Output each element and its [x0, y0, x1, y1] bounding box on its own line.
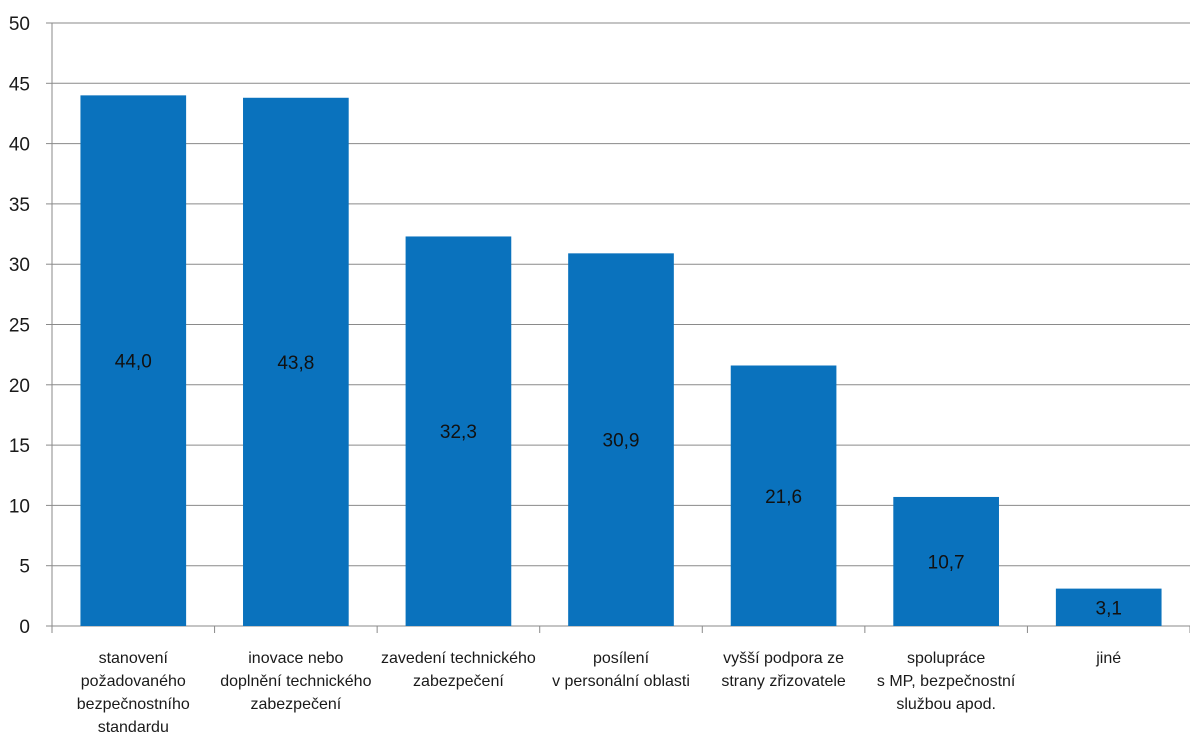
- x-category-label-line: v personální oblasti: [552, 673, 690, 690]
- x-category-label-line: standardu: [98, 719, 169, 736]
- data-label: 3,1: [1096, 598, 1122, 619]
- y-tick-label: 50: [9, 14, 30, 35]
- bar: [730, 365, 837, 626]
- x-category-label-line: posílení: [593, 650, 650, 667]
- bar: [243, 97, 349, 627]
- y-tick-label: 15: [9, 436, 30, 457]
- x-category-label: spolupráce s MP, bezpečnostní službou apod…: [877, 650, 1016, 713]
- x-category-label-line: stanovení: [99, 650, 169, 667]
- data-label: 30,9: [603, 431, 640, 452]
- x-category-label-line: strany zřizovatele: [721, 673, 846, 690]
- data-label: 43,8: [277, 353, 314, 374]
- x-category-label-line: spolupráce: [907, 650, 985, 667]
- x-category-label-line: inovace nebo: [248, 650, 343, 667]
- x-category-label-line: doplnění technického: [220, 673, 371, 690]
- x-category-label: jiné: [1095, 650, 1121, 667]
- x-category-label-line: zabezpečení: [250, 696, 341, 713]
- x-category-label-line: požadovaného: [81, 673, 186, 690]
- x-category-label-line: zabezpečení: [413, 673, 504, 690]
- x-category-label: zavedení technického zabezpečení: [381, 650, 536, 690]
- x-category-label-line: vyšší podpora ze: [723, 650, 844, 667]
- y-tick-label: 0: [19, 617, 30, 638]
- y-tick-label: 25: [9, 316, 30, 337]
- x-category-label: posílení v personální oblasti: [552, 650, 690, 690]
- x-category-label: vyšší podpora ze strany zřizovatele: [721, 650, 846, 690]
- x-category-label-line: zavedení technického: [381, 650, 536, 667]
- data-label: 10,7: [928, 552, 965, 573]
- y-tick-label: 40: [9, 135, 30, 156]
- x-category-label-line: s MP, bezpečnostní: [877, 673, 1016, 690]
- bar: [405, 236, 512, 626]
- x-category-label-line: službou apod.: [896, 696, 996, 713]
- bar: [80, 95, 187, 627]
- x-category-label-line: bezpečnostního: [77, 696, 190, 713]
- x-category-label-line: jiné: [1095, 650, 1121, 667]
- y-tick-label: 5: [19, 557, 30, 578]
- data-label: 21,6: [765, 487, 802, 508]
- data-label: 44,0: [115, 352, 152, 373]
- x-category-label: stanovení požadovaného bezpečnostního stand…: [77, 650, 190, 736]
- bar: [893, 496, 999, 626]
- y-tick-label: 45: [9, 74, 30, 95]
- y-tick-label: 30: [9, 255, 30, 276]
- y-tick-label: 10: [9, 496, 30, 517]
- x-category-label: inovace nebo doplnění technického zabezpeč…: [220, 650, 371, 713]
- y-tick-label: 20: [9, 376, 30, 397]
- bar: [568, 253, 674, 626]
- bar: [1055, 588, 1162, 626]
- y-tick-label: 35: [9, 195, 30, 216]
- data-label: 32,3: [440, 422, 477, 443]
